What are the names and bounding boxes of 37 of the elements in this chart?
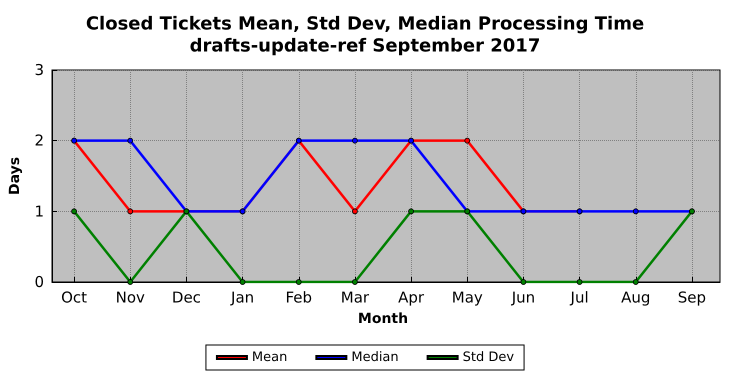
y-tick-label: 0 — [34, 273, 44, 291]
x-tick-label: Oct — [61, 288, 88, 306]
x-tick-label: May — [452, 288, 483, 306]
x-tick-label: Jun — [510, 288, 536, 306]
point — [352, 208, 358, 214]
y-tick-label: 1 — [34, 202, 44, 220]
point — [632, 208, 639, 214]
point — [296, 279, 302, 285]
point — [408, 208, 414, 214]
legend-label: Std Dev — [462, 350, 514, 365]
point — [464, 138, 470, 144]
x-tick-label: Sep — [678, 288, 706, 306]
legend-label: Median — [351, 350, 399, 365]
x-tick-label: Mar — [340, 288, 370, 306]
point — [127, 279, 134, 285]
x-tick-label: Aug — [621, 288, 650, 306]
point — [520, 279, 526, 285]
x-tick-label: Apr — [398, 288, 425, 306]
point — [576, 279, 582, 285]
point — [352, 279, 358, 285]
x-tick-label: Dec — [172, 288, 201, 306]
y-tick-label: 2 — [34, 132, 44, 150]
y-axis-title: Days — [7, 156, 23, 196]
y-tick-label: 3 — [34, 61, 44, 79]
point — [632, 279, 639, 285]
x-tick-label: Jan — [230, 288, 254, 306]
point — [71, 208, 77, 214]
x-tick-label: Nov — [116, 288, 146, 306]
chart-title: Closed Tickets Mean, Std Dev, Median Processing Time drafts-update-ref September 2017 — [86, 14, 644, 56]
x-tick-label: Feb — [285, 288, 312, 306]
x-axis-title: Month — [358, 311, 408, 327]
point — [352, 138, 358, 144]
point — [127, 208, 134, 214]
x-tick-label: Jul — [570, 288, 589, 306]
point — [127, 138, 134, 144]
legend-label: Mean — [252, 350, 288, 365]
point — [240, 279, 246, 285]
